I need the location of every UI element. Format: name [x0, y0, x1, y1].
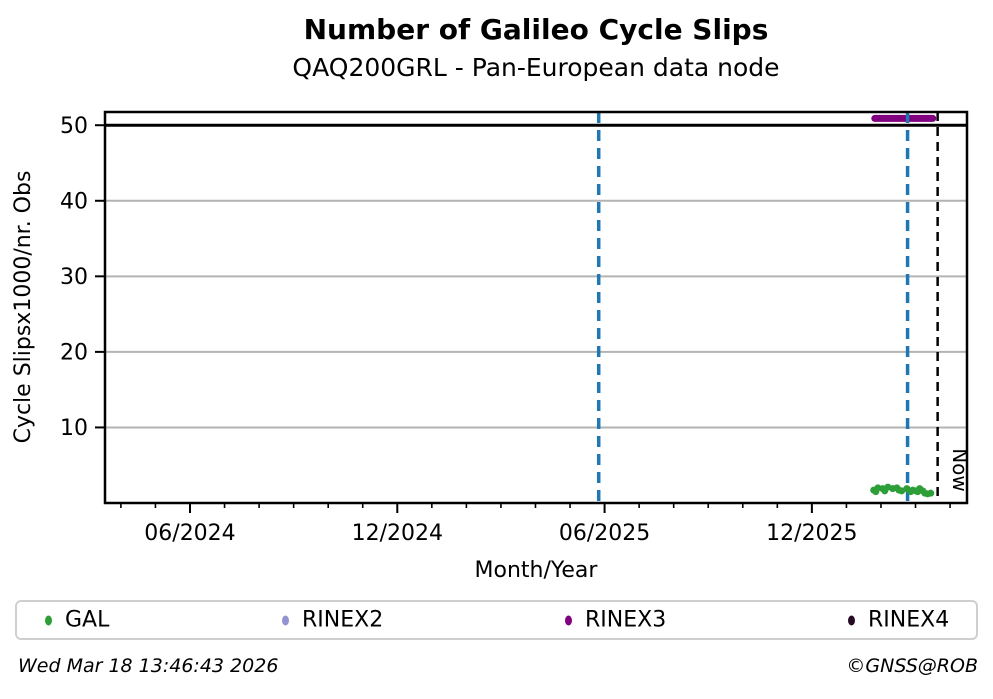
x-axis-label: Month/Year	[475, 558, 599, 583]
legend-label: RINEX2	[302, 607, 384, 633]
now-annotation: Now	[948, 448, 972, 492]
plot-layer: 06/2024 12/2024 06/2025 12/2025 10 20 30 40 50	[60, 110, 969, 546]
copyright-credit: ©GNSS@ROB	[846, 655, 978, 677]
plot-border	[103, 110, 969, 505]
legend-item-rinex4: RINEX4	[848, 608, 949, 633]
y-tick-label: 40	[60, 189, 88, 214]
legend-item-rinex2: RINEX2	[282, 608, 383, 633]
plot-timestamp: Wed Mar 18 13:46:43 2026	[18, 655, 279, 677]
chart-title: Number of Galileo Cycle Slips	[303, 13, 769, 46]
y-tick-label: 30	[60, 265, 88, 290]
legend-label: GAL	[65, 607, 110, 633]
gal-point	[927, 489, 935, 497]
legend-label: RINEX3	[585, 607, 667, 633]
legend: GAL RINEX2 RINEX3 RINEX4	[15, 600, 978, 640]
y-axis-label: Cycle Slipsx1000/nr. Obs	[11, 171, 36, 444]
x-tick-label: 06/2024	[144, 521, 235, 546]
gal-marker-icon	[45, 615, 52, 625]
x-tick-label: 12/2024	[352, 521, 443, 546]
y-tick-label: 20	[60, 341, 88, 366]
cycle-slips-plot: 06/2024 12/2024 06/2025 12/2025 10 20 30 40 50 M…	[11, 110, 972, 583]
legend-item-rinex3: RINEX3	[565, 608, 666, 633]
rinex4-marker-icon	[848, 615, 855, 625]
legend-label: RINEX4	[868, 607, 950, 633]
rinex3-marker-icon	[565, 615, 572, 625]
chart-header: Number of Galileo Cycle Slips QAQ200GRL …	[105, 13, 967, 83]
x-tick-label: 12/2025	[766, 521, 857, 546]
y-tick-label: 10	[60, 416, 88, 441]
y-tick-label: 50	[60, 114, 88, 139]
rinex2-marker-icon	[282, 615, 289, 625]
legend-item-gal: GAL	[45, 608, 109, 633]
x-tick-label: 06/2025	[559, 521, 650, 546]
chart-subtitle: QAQ200GRL - Pan-European data node	[292, 53, 780, 83]
